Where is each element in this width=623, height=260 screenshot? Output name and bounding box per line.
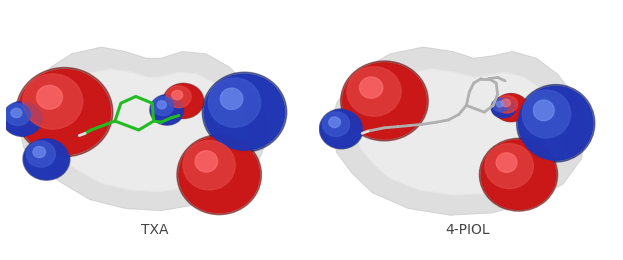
- Ellipse shape: [183, 140, 235, 190]
- Ellipse shape: [485, 144, 533, 188]
- Ellipse shape: [18, 70, 110, 155]
- Ellipse shape: [341, 61, 428, 141]
- Ellipse shape: [320, 109, 363, 149]
- Ellipse shape: [24, 139, 69, 179]
- Ellipse shape: [150, 95, 184, 125]
- Text: TXA: TXA: [141, 223, 169, 237]
- Ellipse shape: [179, 137, 259, 213]
- Ellipse shape: [3, 102, 42, 135]
- Ellipse shape: [533, 100, 554, 121]
- Ellipse shape: [11, 108, 22, 118]
- Ellipse shape: [202, 72, 287, 152]
- Ellipse shape: [359, 77, 383, 98]
- Ellipse shape: [491, 97, 516, 118]
- Ellipse shape: [195, 151, 217, 172]
- Ellipse shape: [493, 99, 508, 112]
- Ellipse shape: [164, 84, 203, 118]
- Ellipse shape: [343, 63, 426, 139]
- Ellipse shape: [518, 86, 593, 160]
- Ellipse shape: [497, 101, 503, 107]
- Polygon shape: [331, 47, 587, 215]
- Ellipse shape: [502, 99, 510, 107]
- Text: 4-PIOL: 4-PIOL: [445, 223, 490, 237]
- Ellipse shape: [208, 78, 260, 127]
- Ellipse shape: [496, 153, 517, 172]
- Ellipse shape: [26, 141, 55, 167]
- Ellipse shape: [177, 135, 262, 215]
- Ellipse shape: [157, 101, 166, 109]
- Ellipse shape: [5, 104, 31, 126]
- Ellipse shape: [480, 138, 558, 211]
- Ellipse shape: [23, 138, 70, 180]
- Ellipse shape: [347, 67, 401, 116]
- Ellipse shape: [495, 94, 528, 121]
- Ellipse shape: [320, 110, 362, 148]
- Ellipse shape: [481, 140, 556, 209]
- Ellipse shape: [323, 112, 350, 136]
- Ellipse shape: [172, 90, 183, 100]
- Ellipse shape: [2, 101, 43, 136]
- Ellipse shape: [522, 90, 571, 138]
- Polygon shape: [356, 69, 566, 195]
- Polygon shape: [18, 47, 269, 211]
- Ellipse shape: [166, 86, 191, 108]
- Ellipse shape: [516, 84, 595, 162]
- Ellipse shape: [221, 88, 243, 109]
- Ellipse shape: [16, 68, 113, 157]
- Ellipse shape: [23, 74, 83, 129]
- Ellipse shape: [151, 95, 183, 124]
- Ellipse shape: [497, 96, 518, 113]
- Ellipse shape: [33, 146, 45, 158]
- Ellipse shape: [204, 74, 285, 150]
- Ellipse shape: [163, 83, 204, 119]
- Ellipse shape: [37, 85, 62, 109]
- Polygon shape: [43, 69, 248, 191]
- Ellipse shape: [152, 97, 174, 116]
- Ellipse shape: [494, 94, 528, 122]
- Ellipse shape: [329, 117, 340, 128]
- Ellipse shape: [492, 98, 515, 118]
